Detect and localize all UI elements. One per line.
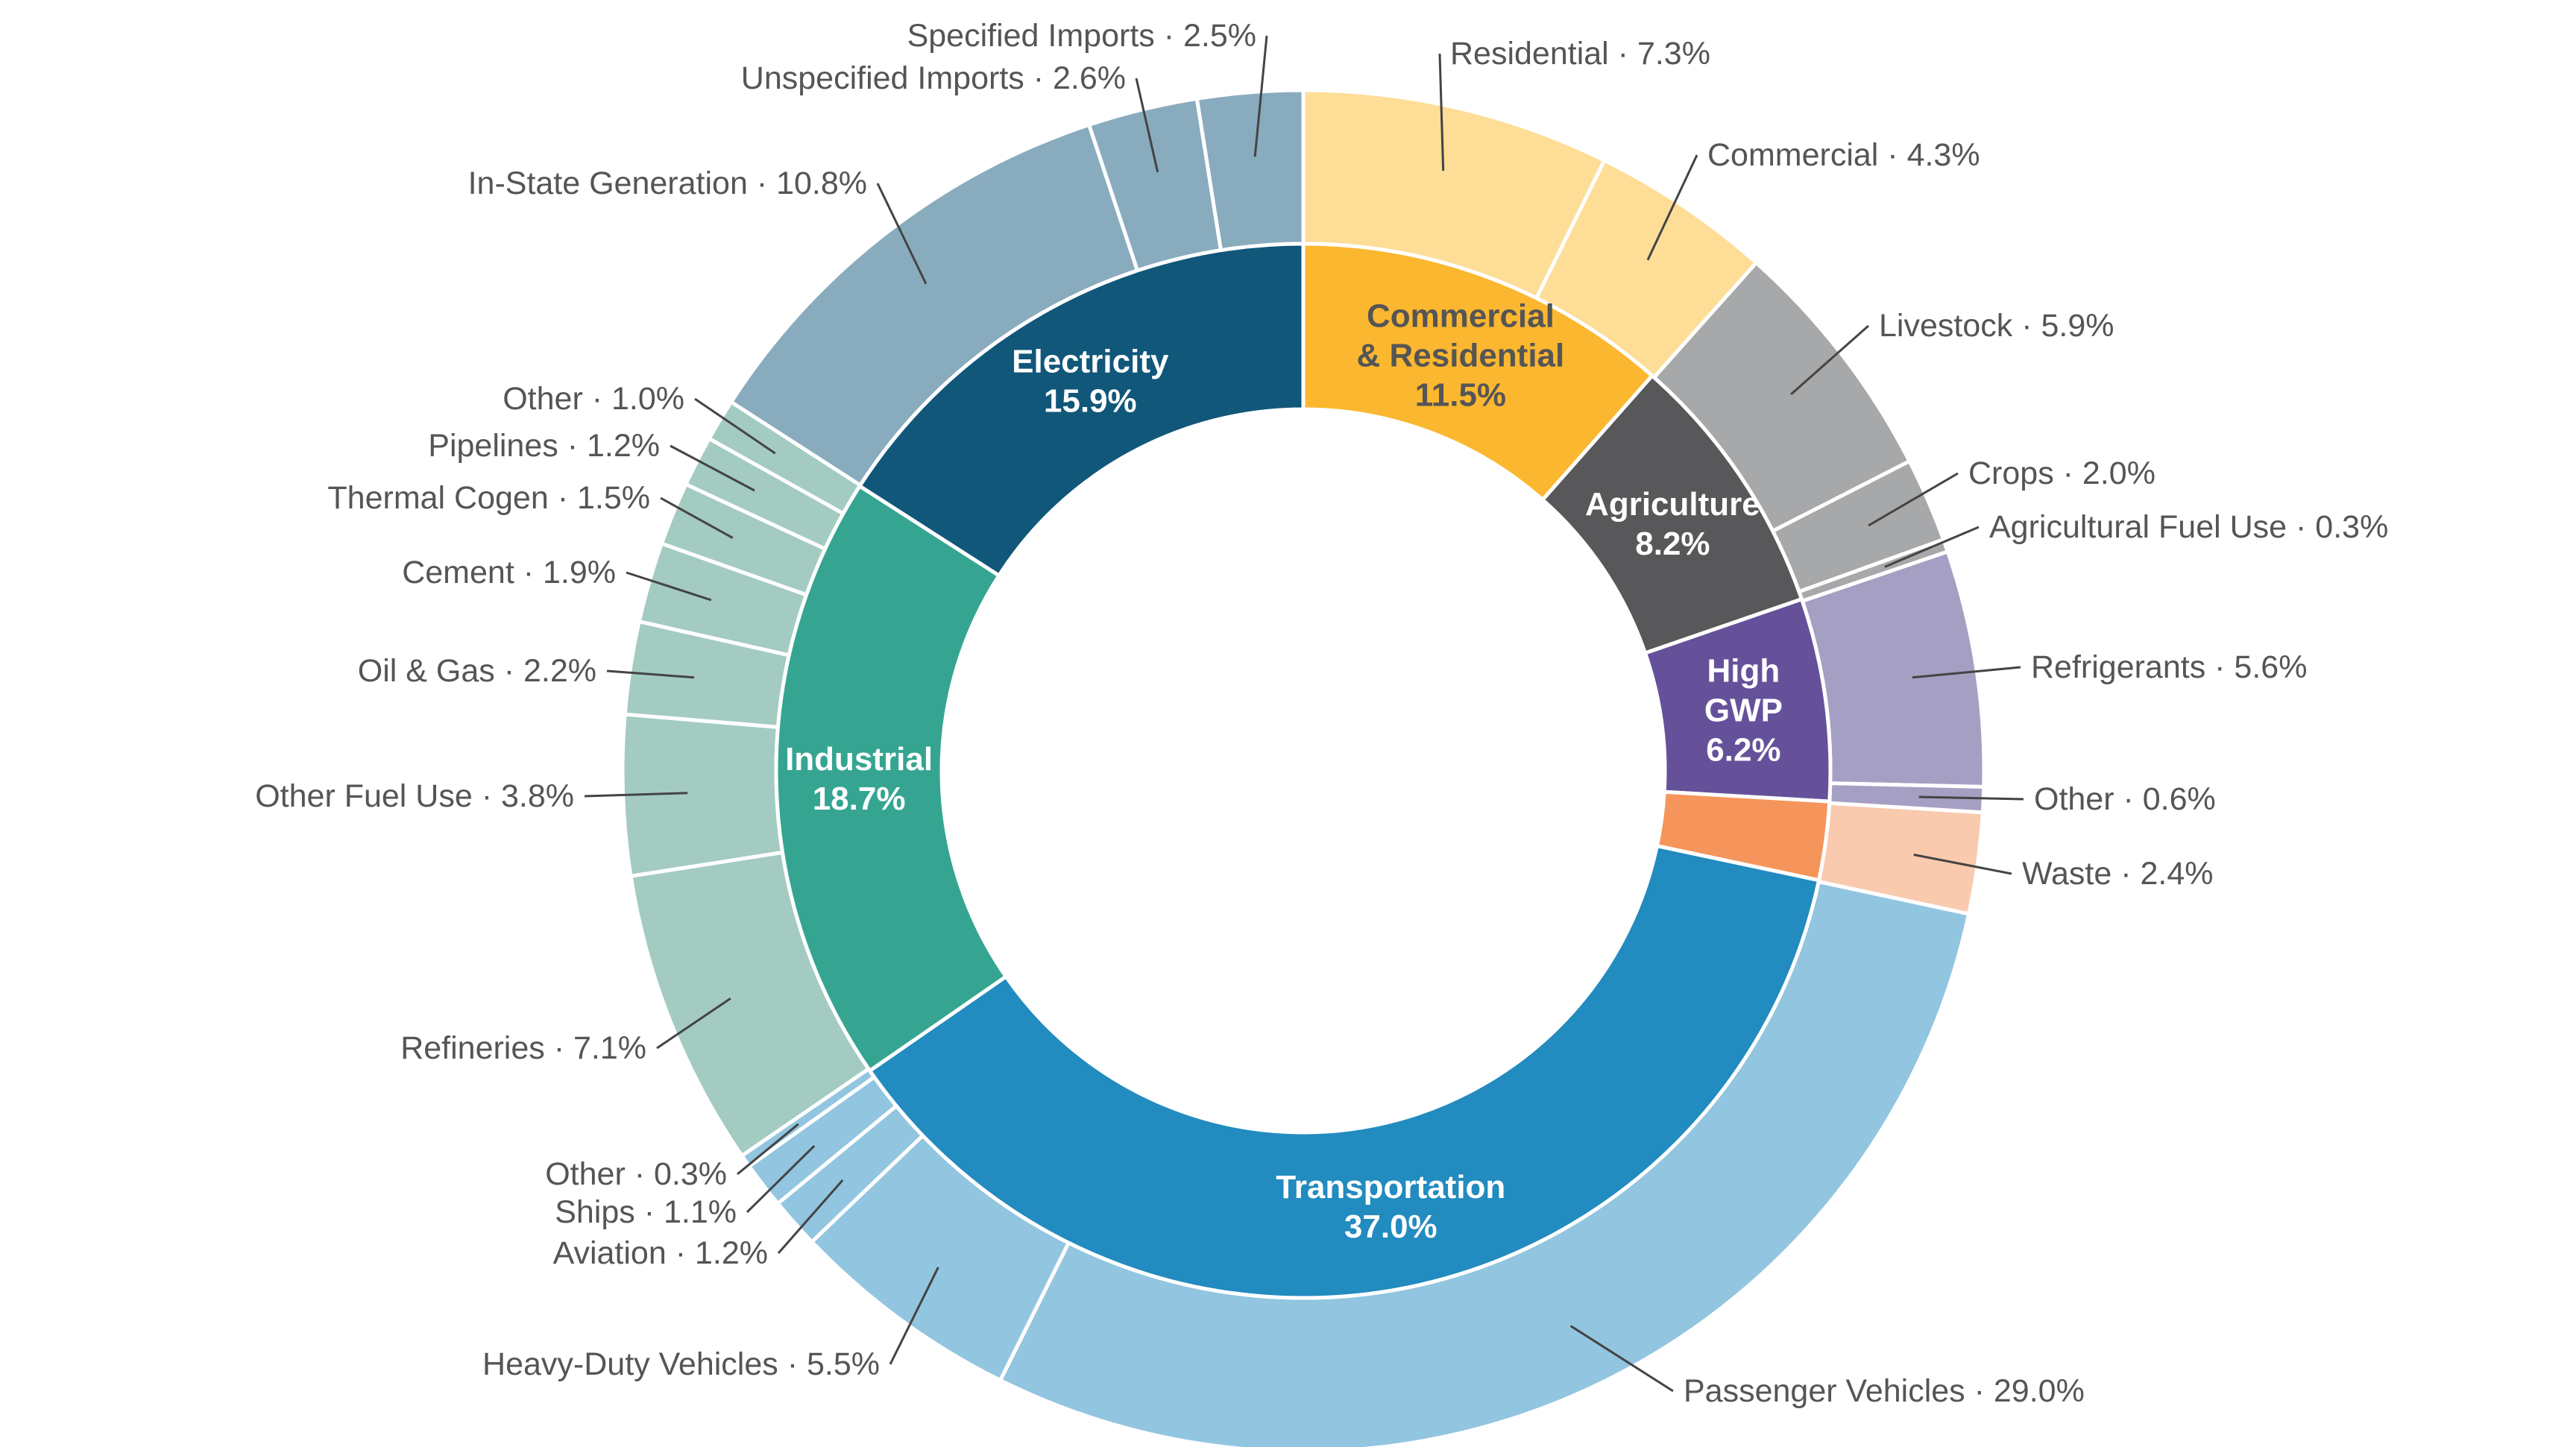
inner-slice-industrial — [774, 483, 1009, 1074]
leader-line-12 — [737, 1123, 799, 1176]
outer-label-unspecified-imports-21: Unspecified Imports · 2.6% — [741, 60, 1126, 96]
outer-label-cement-16: Cement · 1.9% — [402, 555, 616, 590]
inner-label-agriculture: Agriculture 8.2% — [1585, 486, 1760, 562]
outer-label-other-12: Other · 0.3% — [545, 1156, 727, 1192]
outer-label-refrigerants-5: Refrigerants · 5.6% — [2031, 649, 2307, 685]
leader-line-10 — [777, 1179, 844, 1254]
outer-label-pipelines-18: Pipelines · 1.2% — [428, 428, 660, 464]
outer-label-passenger-vehicles-8: Passenger Vehicles · 29.0% — [1684, 1373, 2085, 1409]
outer-label-crops-3: Crops · 2.0% — [1968, 455, 2155, 491]
leader-line-16 — [626, 571, 712, 602]
leader-line-2 — [1790, 324, 1869, 396]
outer-label-in-state-generation-20: In-State Generation · 10.8% — [468, 165, 867, 201]
leader-line-4 — [1884, 526, 1980, 568]
outer-label-waste-7: Waste · 2.4% — [2022, 856, 2214, 892]
outer-label-other-6: Other · 0.6% — [2034, 781, 2216, 817]
inner-label-commercial-and-residential: Commercial & Residential 11.5% — [1357, 297, 1565, 413]
outer-label-livestock-2: Livestock · 5.9% — [1879, 308, 2114, 344]
outer-ring — [620, 88, 1986, 1447]
leader-line-8 — [1569, 1325, 1674, 1393]
leader-line-11 — [746, 1144, 816, 1214]
inner-ring — [774, 242, 1833, 1300]
leader-line-3 — [1868, 472, 1959, 527]
leader-line-21 — [1135, 78, 1159, 173]
outer-label-agricultural-fuel-use-4: Agricultural Fuel Use · 0.3% — [1989, 509, 2388, 545]
outer-labels: Residential · 7.3% Commercial · 4.3% Lives… — [255, 18, 2388, 1409]
outer-label-refineries-13: Refineries · 7.1% — [400, 1030, 646, 1066]
leader-line-14 — [584, 792, 688, 798]
outer-label-commercial-1: Commercial · 4.3% — [1707, 137, 1980, 173]
leader-line-6 — [1918, 795, 2024, 801]
outer-label-specified-imports-22: Specified Imports · 2.5% — [907, 18, 1256, 54]
leader-line-5 — [1912, 666, 2021, 679]
leader-line-17 — [660, 496, 734, 539]
outer-label-other-19: Other · 1.0% — [503, 381, 684, 417]
outer-label-aviation-10: Aviation · 1.2% — [553, 1235, 768, 1271]
leader-line-1 — [1646, 154, 1698, 261]
inner-slice-transportation — [867, 843, 1821, 1300]
outer-label-heavy-duty-vehicles-9: Heavy-Duty Vehicles · 5.5% — [482, 1346, 880, 1382]
inner-label-transportation: Transportation 37.0% — [1276, 1168, 1505, 1244]
inner-label-industrial: Industrial 18.7% — [785, 740, 933, 816]
outer-label-other-fuel-use-14: Other Fuel Use · 3.8% — [255, 778, 574, 814]
leader-line-20 — [876, 183, 928, 285]
leader-line-19 — [694, 397, 776, 455]
leader-line-13 — [656, 997, 731, 1050]
leader-line-0 — [1438, 53, 1445, 171]
outer-label-ships-11: Ships · 1.1% — [555, 1194, 737, 1230]
inner-labels: Commercial & Residential 11.5% Agriculture 8… — [785, 297, 1783, 1244]
inner-slice-electricity — [857, 242, 1306, 579]
outer-label-oil-and-gas-15: Oil & Gas · 2.2% — [358, 653, 596, 689]
leader-line-18 — [670, 444, 755, 492]
leader-line-7 — [1913, 854, 2012, 875]
leader-line-22 — [1253, 35, 1268, 157]
outer-label-residential-0: Residential · 7.3% — [1450, 36, 1710, 72]
leader-line-15 — [606, 669, 695, 679]
outer-label-thermal-cogen-17: Thermal Cogen · 1.5% — [327, 480, 650, 516]
leader-lines — [584, 35, 2024, 1393]
inner-label-high-gwp: High GWP 6.2% — [1704, 652, 1783, 768]
leader-line-9 — [889, 1267, 939, 1365]
inner-label-electricity: Electricity 15.9% — [1012, 343, 1169, 419]
